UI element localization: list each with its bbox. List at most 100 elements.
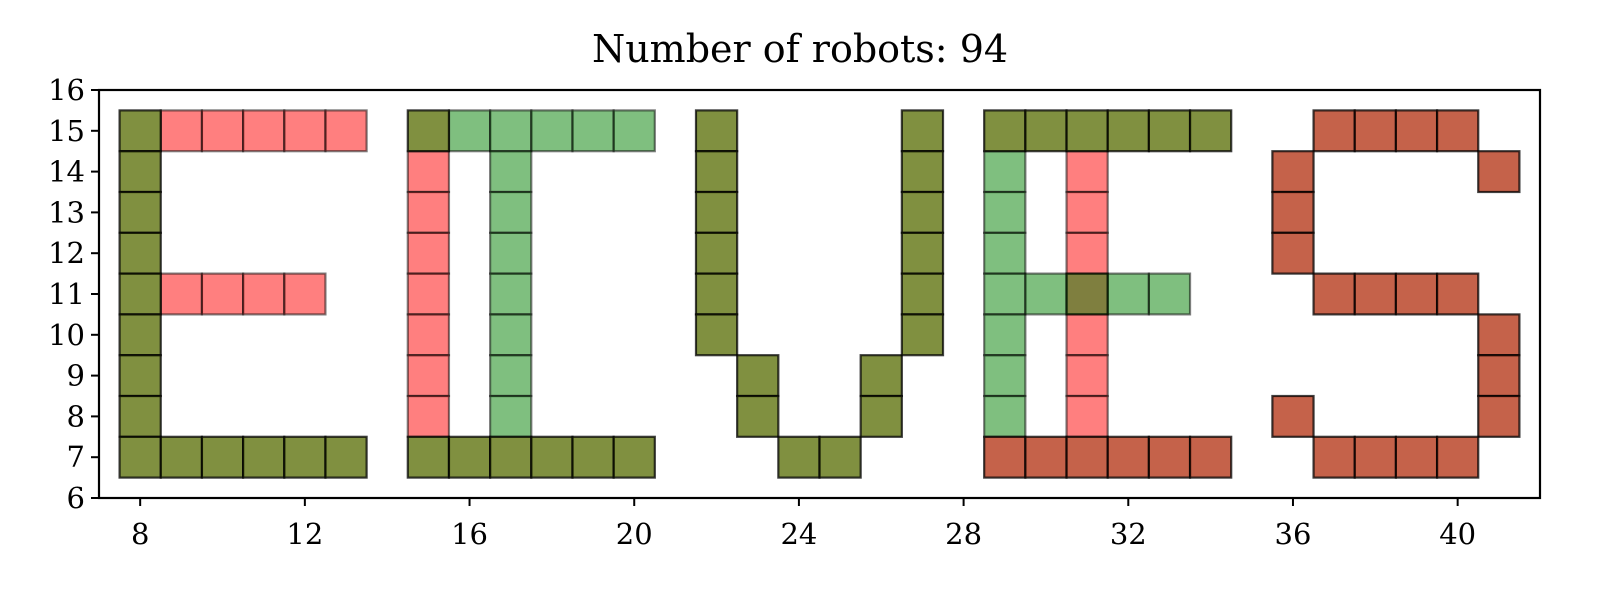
robot-cell xyxy=(1024,272,1068,316)
robot-cell xyxy=(242,435,286,479)
robot-cell xyxy=(118,150,162,194)
robot-cell xyxy=(571,109,615,153)
robot-cell xyxy=(118,190,162,234)
series-0 xyxy=(159,109,1109,438)
robot-cell xyxy=(571,435,615,479)
robot-cell xyxy=(1065,313,1109,357)
y-tick-label: 8 xyxy=(67,399,85,433)
robot-cell xyxy=(1106,435,1150,479)
robot-cell xyxy=(900,272,945,316)
y-tick-label: 6 xyxy=(67,481,85,515)
robot-cell xyxy=(1271,150,1315,194)
robot-cell xyxy=(900,190,945,234)
robot-cell xyxy=(900,313,945,357)
robot-cell xyxy=(983,394,1027,438)
series-3 xyxy=(118,109,1233,479)
robot-cell xyxy=(1435,272,1480,316)
robot-cell xyxy=(118,354,162,398)
robot-cell xyxy=(1065,150,1109,194)
robot-cell xyxy=(1394,435,1439,479)
robot-cell xyxy=(983,190,1027,234)
robot-cell xyxy=(1477,313,1521,357)
robot-cell xyxy=(1147,109,1192,153)
robot-cell xyxy=(983,313,1027,357)
y-tick-label: 9 xyxy=(67,359,85,393)
robot-cell xyxy=(983,272,1027,316)
robot-cell xyxy=(530,109,574,153)
robot-cell xyxy=(406,190,451,234)
robot-cell xyxy=(489,109,533,153)
robot-cell xyxy=(1435,435,1480,479)
robot-cell xyxy=(406,313,451,357)
y-tick-label: 12 xyxy=(48,236,85,270)
robot-cell xyxy=(159,435,204,479)
robot-cell xyxy=(694,272,739,316)
robot-cell xyxy=(406,150,451,194)
robot-cell xyxy=(694,190,739,234)
robot-cell xyxy=(900,231,945,275)
robot-cell xyxy=(118,272,162,316)
robot-cell xyxy=(1353,109,1397,153)
x-tick-label: 12 xyxy=(286,517,323,551)
robot-cell xyxy=(118,109,162,153)
robot-cell xyxy=(530,435,574,479)
robot-cell xyxy=(489,150,533,194)
robot-cell xyxy=(694,150,739,194)
robot-cell xyxy=(200,435,245,479)
robot-cell xyxy=(489,394,533,438)
robot-cell xyxy=(983,231,1027,275)
robot-cell xyxy=(406,394,451,438)
robot-cell xyxy=(1271,190,1315,234)
robot-cell xyxy=(406,109,451,153)
robot-cell xyxy=(489,313,533,357)
y-tick-label: 7 xyxy=(67,440,85,474)
x-tick-label: 8 xyxy=(131,517,149,551)
robot-cell xyxy=(489,435,533,479)
robot-cell xyxy=(406,354,451,398)
robot-cell xyxy=(1271,394,1315,438)
robot-cell xyxy=(1271,231,1315,275)
robot-cell xyxy=(694,231,739,275)
robot-cell xyxy=(242,109,286,153)
robot-cell xyxy=(118,394,162,438)
robot-cell xyxy=(818,435,862,479)
robot-cell xyxy=(324,435,368,479)
x-tick-label: 24 xyxy=(780,517,817,551)
robot-cell xyxy=(1065,354,1109,398)
robot-cell xyxy=(1312,435,1356,479)
robot-cell xyxy=(859,354,903,398)
series-2 xyxy=(983,109,1521,479)
robot-cell xyxy=(1065,394,1109,438)
robot-cell xyxy=(1065,231,1109,275)
robot-cell xyxy=(1477,354,1521,398)
robot-cell xyxy=(118,435,162,479)
x-tick-label: 20 xyxy=(616,517,653,551)
robot-cell xyxy=(1394,272,1439,316)
robot-cell xyxy=(983,150,1027,194)
robot-cell xyxy=(1188,109,1233,153)
robot-cell xyxy=(1065,190,1109,234)
robot-cell xyxy=(447,435,492,479)
robot-cell xyxy=(983,435,1027,479)
robot-cell xyxy=(900,109,945,153)
robot-cell xyxy=(1188,435,1233,479)
robot-cell xyxy=(1353,435,1397,479)
robot-cell xyxy=(694,313,739,357)
robot-cell xyxy=(118,231,162,275)
robot-cell xyxy=(406,272,451,316)
robot-cell xyxy=(283,272,327,316)
robot-cell xyxy=(736,354,780,398)
robot-cell xyxy=(1065,272,1109,316)
robot-cell xyxy=(1147,272,1192,316)
robot-cell xyxy=(1477,150,1521,194)
robot-cell xyxy=(1106,272,1150,316)
y-tick-label: 14 xyxy=(48,155,85,189)
robot-cell xyxy=(406,231,451,275)
robot-cell xyxy=(612,109,656,153)
robot-cell xyxy=(983,354,1027,398)
robot-cell xyxy=(1312,109,1356,153)
y-tick-label: 11 xyxy=(48,277,85,311)
robot-cell xyxy=(1024,435,1068,479)
